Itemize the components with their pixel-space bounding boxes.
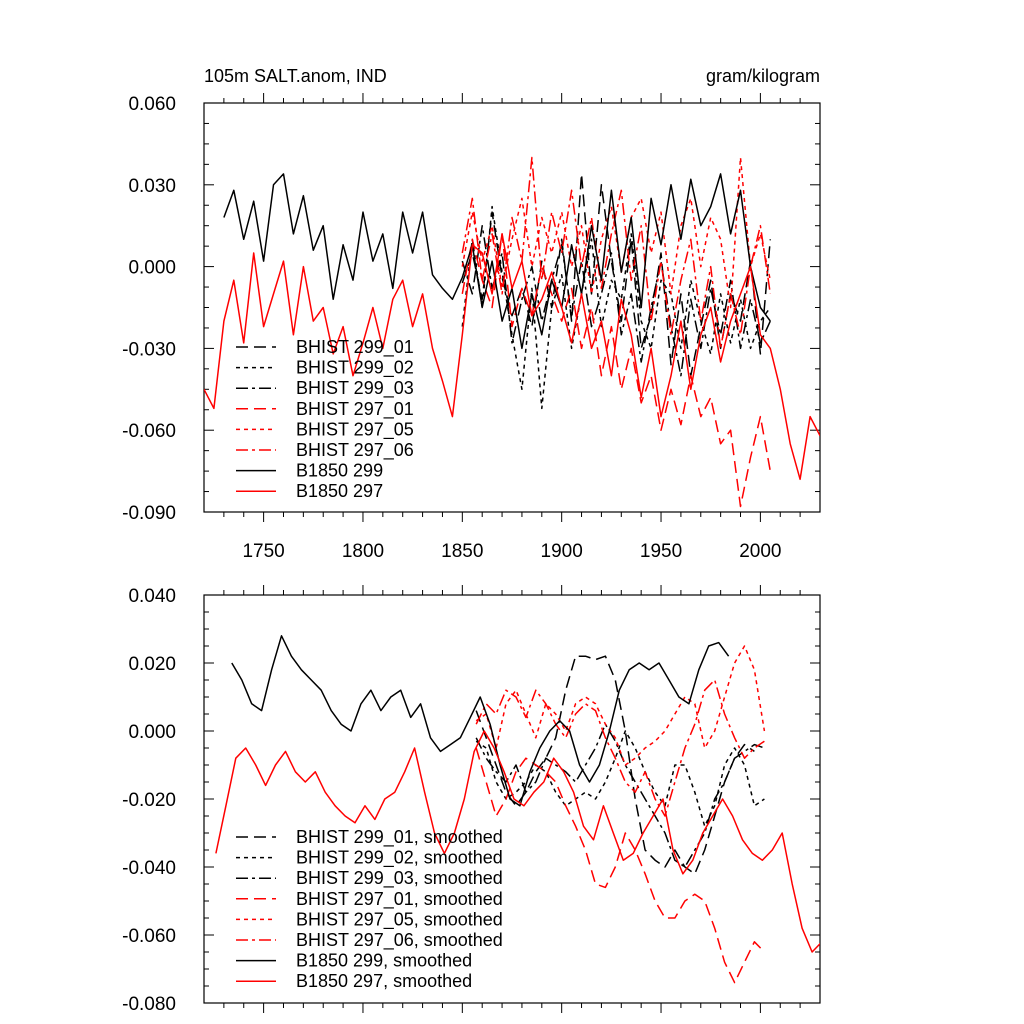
legend-label: BHIST 297_06, smoothed bbox=[296, 930, 503, 951]
series-line bbox=[231, 635, 730, 807]
x-tick-label: 1750 bbox=[242, 541, 284, 562]
legend-label: BHIST 299_02, smoothed bbox=[296, 848, 503, 869]
series-line bbox=[461, 156, 772, 350]
x-tick-label: 1900 bbox=[541, 541, 583, 562]
legend-label: B1850 297, smoothed bbox=[296, 971, 472, 991]
series-line bbox=[223, 173, 771, 350]
x-tick-label: 1950 bbox=[640, 541, 682, 562]
y-tick-label: 0.030 bbox=[128, 176, 176, 197]
x-tick-label: 1800 bbox=[342, 541, 384, 562]
series-group bbox=[204, 156, 820, 508]
legend-label: BHIST 297_05, smoothed bbox=[296, 909, 503, 930]
legend-label: B1850 297 bbox=[296, 481, 383, 501]
legend-label: BHIST 297_01, smoothed bbox=[296, 889, 503, 910]
legend-label: BHIST 297_01 bbox=[296, 399, 414, 420]
chart-title: 105m SALT.anom, IND bbox=[204, 66, 387, 86]
bottom-panel: -0.080 -0.060 -0.040 -0.020 0.000 0.020 0.040 B… bbox=[122, 585, 821, 1015]
y-tick-label: 0.000 bbox=[128, 722, 176, 743]
series-line bbox=[215, 730, 820, 953]
y-tick-label: -0.060 bbox=[122, 926, 176, 947]
series-line bbox=[461, 224, 771, 377]
y-tick-label: -0.030 bbox=[122, 339, 176, 360]
y-tick-label: 0.000 bbox=[128, 258, 176, 279]
legend-label: BHIST 299_01 bbox=[296, 337, 414, 358]
y-tick-label: -0.090 bbox=[122, 503, 176, 524]
legend-label: BHIST 299_03, smoothed bbox=[296, 868, 503, 889]
legend-label: BHIST 299_02 bbox=[296, 358, 414, 379]
x-tick-label: 1850 bbox=[441, 541, 483, 562]
series-line bbox=[461, 156, 772, 309]
y-tick-label: 0.020 bbox=[128, 654, 176, 675]
series-group bbox=[215, 635, 820, 984]
units-label: gram/kilogram bbox=[706, 66, 820, 86]
x-tick-label: 2000 bbox=[739, 541, 781, 562]
legend-label: B1850 299, smoothed bbox=[296, 951, 472, 971]
y-tick-label: -0.040 bbox=[122, 858, 176, 879]
series-line bbox=[461, 233, 772, 508]
y-tick-label: -0.020 bbox=[122, 790, 176, 811]
y-tick-label: -0.080 bbox=[122, 994, 176, 1015]
legend-label: BHIST 297_05 bbox=[296, 419, 414, 440]
series-line bbox=[475, 655, 755, 875]
legend-label: B1850 299 bbox=[296, 461, 383, 481]
y-tick-label: -0.060 bbox=[122, 421, 176, 442]
series-line bbox=[475, 645, 766, 766]
legend-label: BHIST 299_03 bbox=[296, 378, 414, 399]
series-line bbox=[475, 747, 765, 984]
legend-label: BHIST 297_06 bbox=[296, 440, 414, 461]
top-panel: 105m SALT.anom, IND gram/kilogram -0.090… bbox=[122, 66, 821, 562]
series-line bbox=[204, 233, 820, 481]
series-line bbox=[475, 730, 765, 827]
series-line bbox=[475, 679, 765, 817]
y-tick-label: 0.060 bbox=[128, 94, 176, 115]
legend-label: BHIST 299_01, smoothed bbox=[296, 827, 503, 848]
y-tick-label: 0.040 bbox=[128, 586, 176, 607]
